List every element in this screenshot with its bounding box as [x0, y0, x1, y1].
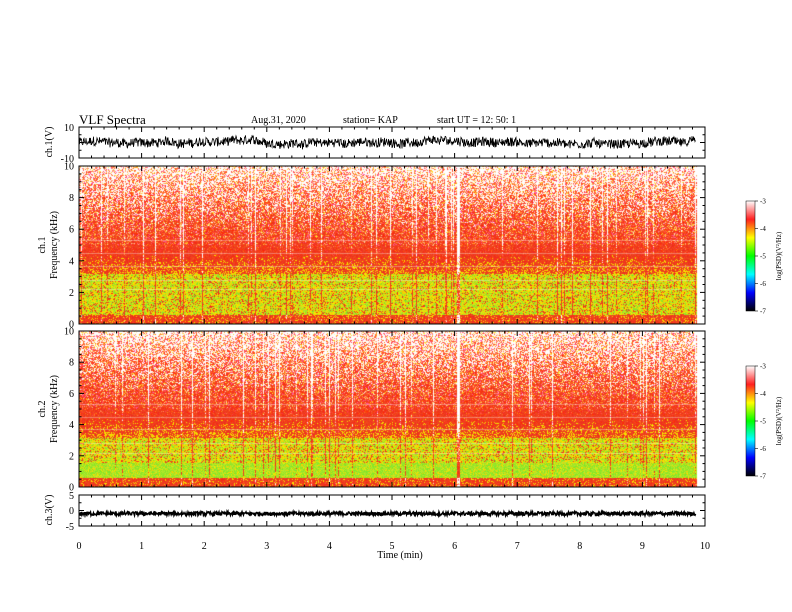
- y-tick-label: 2: [69, 288, 74, 299]
- ch3-waveform-trace: [79, 508, 697, 519]
- colorbar-tick-label: -5: [760, 253, 766, 261]
- ch3-waveform-line: [79, 508, 697, 519]
- y-tick-label: 8: [69, 193, 74, 204]
- ch1-waveform-ylabel: ch.1(V): [44, 127, 55, 158]
- colorbar-tick-label: -7: [760, 308, 766, 316]
- ch3-ytick-bottom: -5: [66, 522, 74, 533]
- ch1-waveform-line: [79, 134, 696, 150]
- x-axis-label: Time (min): [377, 550, 422, 561]
- ch1-ytick-top: 10: [64, 123, 74, 134]
- x-tick-label: 2: [202, 541, 207, 552]
- axis-ticks: [78, 126, 706, 527]
- ch2-spectrogram-ylabel-frequency: Frequency (kHz): [49, 375, 60, 443]
- x-tick-label: 6: [452, 541, 457, 552]
- station-label: station= KAP: [343, 115, 398, 126]
- ch3-ytick-mid: 0: [69, 506, 74, 517]
- x-tick-label: 0: [77, 541, 82, 552]
- y-tick-label: 10: [64, 162, 74, 173]
- x-tick-label: 8: [577, 541, 582, 552]
- start-time-label: start UT = 12: 50: 1: [437, 115, 517, 126]
- colorbar-tick-label: -5: [760, 418, 766, 426]
- x-tick-label: 9: [640, 541, 645, 552]
- x-tick-label: 3: [264, 541, 269, 552]
- x-tick-label: 4: [327, 541, 332, 552]
- y-tick-label: 10: [64, 327, 74, 338]
- y-tick-label: 0: [69, 483, 74, 494]
- ch2-spectrogram-ylabel-channel: ch.2: [37, 401, 48, 418]
- ch2-colorbar: [745, 365, 756, 477]
- y-tick-label: 6: [69, 225, 74, 236]
- colorbar-tick-label: -3: [760, 198, 766, 206]
- x-tick-label: 5: [390, 541, 395, 552]
- chart-title: VLF Spectra: [79, 112, 146, 127]
- y-tick-label: 8: [69, 358, 74, 369]
- y-tick-label: 4: [69, 420, 74, 431]
- colorbar-tick-label: -6: [760, 445, 766, 453]
- colorbar-tick-label: -6: [760, 280, 766, 288]
- colorbar-tick-label: -7: [760, 473, 766, 481]
- x-tick-label: 10: [700, 541, 710, 552]
- date-label: Aug.31, 2020: [251, 115, 306, 126]
- colorbar-tick-label: -3: [760, 363, 766, 371]
- colorbar-tick-label: -4: [760, 225, 766, 233]
- x-tick-label: 1: [139, 541, 144, 552]
- ch1-spectrogram-area: [79, 166, 705, 324]
- x-tick-label: 7: [515, 541, 520, 552]
- ch3-waveform-ylabel: ch.3(V): [44, 495, 55, 526]
- ch3-ytick-top: 5: [69, 491, 74, 502]
- y-tick-label: 2: [69, 451, 74, 462]
- ch2-colorbar-label: log(PSD)(V²/Hz): [775, 396, 783, 445]
- ch1-spectrogram-ylabel-frequency: Frequency (kHz): [49, 211, 60, 279]
- y-tick-label: 4: [69, 256, 74, 267]
- ch2-spectrogram-area: [79, 331, 705, 487]
- ch1-colorbar-label: log(PSD)(V²/Hz): [775, 231, 783, 280]
- colorbar-tick-label: -4: [760, 390, 766, 398]
- y-tick-label: 6: [69, 389, 74, 400]
- ch1-spectrogram-ylabel-channel: ch.1: [37, 237, 48, 254]
- ch1-ytick-bottom: -10: [61, 154, 74, 165]
- y-tick-label: 0: [69, 320, 74, 331]
- ch1-colorbar: [745, 200, 756, 312]
- ch1-waveform-trace: [79, 134, 696, 150]
